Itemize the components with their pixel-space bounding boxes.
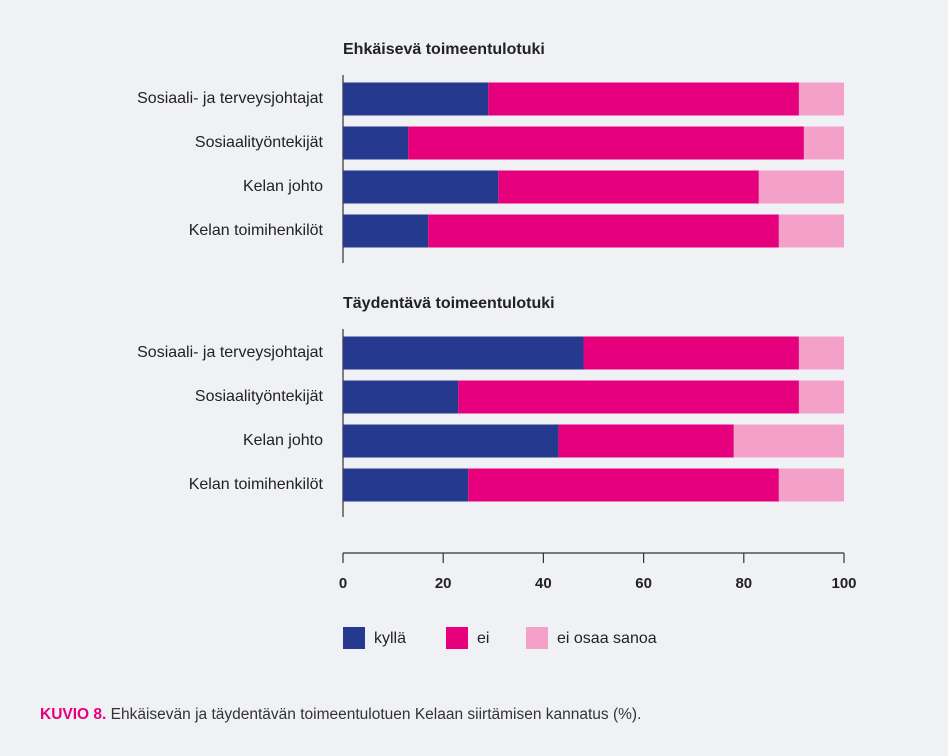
legend-label: kyllä — [374, 630, 406, 647]
category-label: Sosiaalityöntekijät — [195, 134, 324, 151]
category-label: Sosiaalityöntekijät — [195, 388, 324, 405]
caption: KUVIO 8. Ehkäisevän ja täydentävän toime… — [40, 706, 641, 724]
bar-segment — [343, 424, 559, 458]
bar-segment — [798, 82, 844, 116]
bar-segment — [798, 336, 844, 370]
bar-segment — [343, 82, 489, 116]
bar-segment — [778, 214, 844, 248]
x-tick-label: 40 — [535, 575, 552, 592]
category-label: Kelan toimihenkilöt — [189, 222, 324, 239]
legend-label: ei osaa sanoa — [557, 630, 657, 647]
bar-segment — [343, 170, 499, 204]
legend-swatch — [526, 627, 548, 649]
bar-segment — [428, 214, 779, 248]
x-tick-label: 80 — [735, 575, 752, 592]
legend-label: ei — [477, 630, 489, 647]
category-label: Sosiaali- ja terveysjohtajat — [137, 344, 323, 361]
bar-segment — [343, 336, 584, 370]
x-tick-label: 60 — [635, 575, 652, 592]
chart: Ehkäisevä toimeentulotuki Sosiaali- ja te… — [137, 41, 857, 649]
legend-swatch — [446, 627, 468, 649]
category-label: Kelan toimihenkilöt — [189, 476, 324, 493]
bar-segment — [343, 126, 409, 160]
x-tick-label: 20 — [435, 575, 452, 592]
legend-swatch — [343, 627, 365, 649]
x-tick-label: 0 — [339, 575, 347, 592]
bar-segment — [498, 170, 759, 204]
bar-segment — [558, 424, 734, 458]
bar-segment — [798, 380, 844, 414]
bar-segment — [583, 336, 799, 370]
bar-segment — [803, 126, 844, 160]
bar-segment — [408, 126, 804, 160]
bar-segment — [468, 468, 779, 502]
category-label: Sosiaali- ja terveysjohtajat — [137, 90, 323, 107]
bar-segment — [343, 468, 469, 502]
bar-segment — [758, 170, 844, 204]
bar-segment — [343, 214, 429, 248]
panel-title: Täydentävä toimeentulotuki — [343, 295, 555, 312]
category-label: Kelan johto — [243, 432, 323, 449]
caption-label: KUVIO 8. — [40, 706, 107, 723]
category-label: Kelan johto — [243, 178, 323, 195]
bar-segment — [458, 380, 799, 414]
caption-text: Ehkäisevän ja täydentävän toimeentulotue… — [110, 706, 642, 723]
panel-title: Ehkäisevä toimeentulotuki — [343, 41, 545, 58]
bar-segment — [778, 468, 844, 502]
x-tick-label: 100 — [831, 575, 856, 592]
bar-segment — [343, 380, 459, 414]
bar-segment — [733, 424, 844, 458]
bar-segment — [488, 82, 799, 116]
